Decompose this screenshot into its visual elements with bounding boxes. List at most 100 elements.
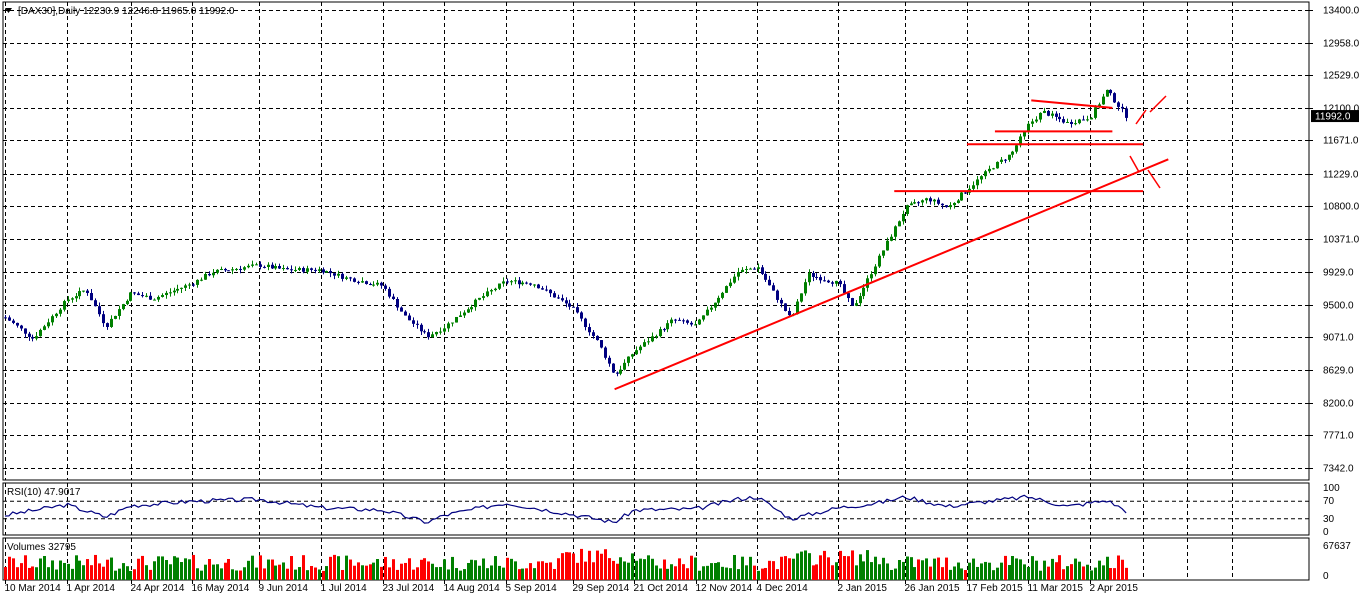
volume-bar [1106,556,1109,580]
candle-body [870,274,873,279]
candle-body [984,171,987,177]
candle-body [353,278,356,282]
candle-body [357,281,360,283]
volume-bar [608,558,611,580]
candle-body [55,313,58,317]
candle-body [208,273,211,276]
volume-bar [126,566,129,580]
candle-body [67,299,70,302]
price-tick-label: 9929.0 [1323,268,1354,279]
candle-body [902,213,905,222]
volume-bar [274,565,277,580]
current-price-label: 11992.0 [1315,112,1351,123]
date-tick-label: 10 Mar 2014 [5,583,62,594]
volume-bar [490,565,493,580]
candle-body [51,316,54,323]
candle-body [16,322,19,326]
volume-bar [941,567,944,580]
volume-bar [710,563,713,580]
candle-body [75,296,78,299]
candle-body [1094,107,1097,118]
candle-body [43,326,46,330]
volume-bar [259,555,262,580]
candle-body [1039,112,1042,120]
candle-body [137,293,140,296]
candle-body [757,267,760,269]
candle-body [1035,119,1038,122]
volume-bar [647,555,650,580]
volume-bar [839,550,842,580]
volume-bar [474,560,477,580]
candle-body [549,289,552,294]
volume-bar [623,561,626,580]
candle-body [768,279,771,286]
price-tick-label: 10800.0 [1323,202,1360,213]
candle-body [847,293,850,299]
candle-body [855,303,858,306]
candle-body [690,322,693,325]
candle-body [459,315,462,317]
candle-body [910,203,913,206]
candle-body [145,295,148,297]
volume-bar [957,562,960,580]
volume-bar [408,558,411,580]
candle-body [204,273,207,280]
volume-bar [913,567,916,580]
menu-triangle-icon[interactable] [5,8,12,13]
rsi-label: RSI(10) 47.9017 [7,487,81,498]
candle-body [161,295,164,297]
volume-bar [627,562,630,580]
candle-body [772,285,775,291]
volume-bar [372,562,375,580]
volume-bar [306,570,309,580]
candle-body [274,265,277,269]
volume-bar [659,568,662,580]
volume-bar [960,568,963,580]
volume-bar [721,566,724,580]
candle-body [553,293,556,298]
volume-bar [176,557,179,580]
volume-bar [651,558,654,580]
volume-tick-label: 67637 [1323,541,1351,552]
candle-body [906,205,909,214]
volume-bar [619,557,622,580]
volume-bar [694,557,697,580]
volume-bar [1117,555,1120,580]
volume-bar [1086,564,1089,580]
candle-body [463,312,466,316]
volume-bar [592,562,595,580]
candle-body [314,269,317,271]
volume-bar [263,568,266,580]
candle-body [345,277,348,279]
candle-body [663,329,666,331]
volume-bar [1019,559,1022,580]
volume-bar [451,556,454,580]
volume-bar [655,565,658,580]
volume-bar [400,563,403,580]
volume-bar [333,554,336,580]
candle-body [282,268,285,270]
volume-bar [251,555,254,580]
date-tick-label: 21 Oct 2014 [634,583,689,594]
volume-bar [753,565,756,580]
volume-bar [431,563,434,580]
candle-body [510,281,513,283]
volume-bar [349,559,352,580]
volume-bar [141,555,144,580]
candle-body [102,314,105,324]
volume-bar [933,558,936,580]
volume-bar [514,561,517,580]
volume-bar [412,569,415,580]
candle-body [823,280,826,282]
candle-body [106,323,109,327]
candle-body [592,332,595,336]
volume-bar [180,562,183,580]
volume-bar [184,558,187,580]
volume-bar [59,560,62,580]
volume-bar [4,567,7,580]
volume-bar [921,560,924,580]
candle-body [921,200,924,203]
candle-body [157,296,160,300]
candle-body [220,268,223,270]
